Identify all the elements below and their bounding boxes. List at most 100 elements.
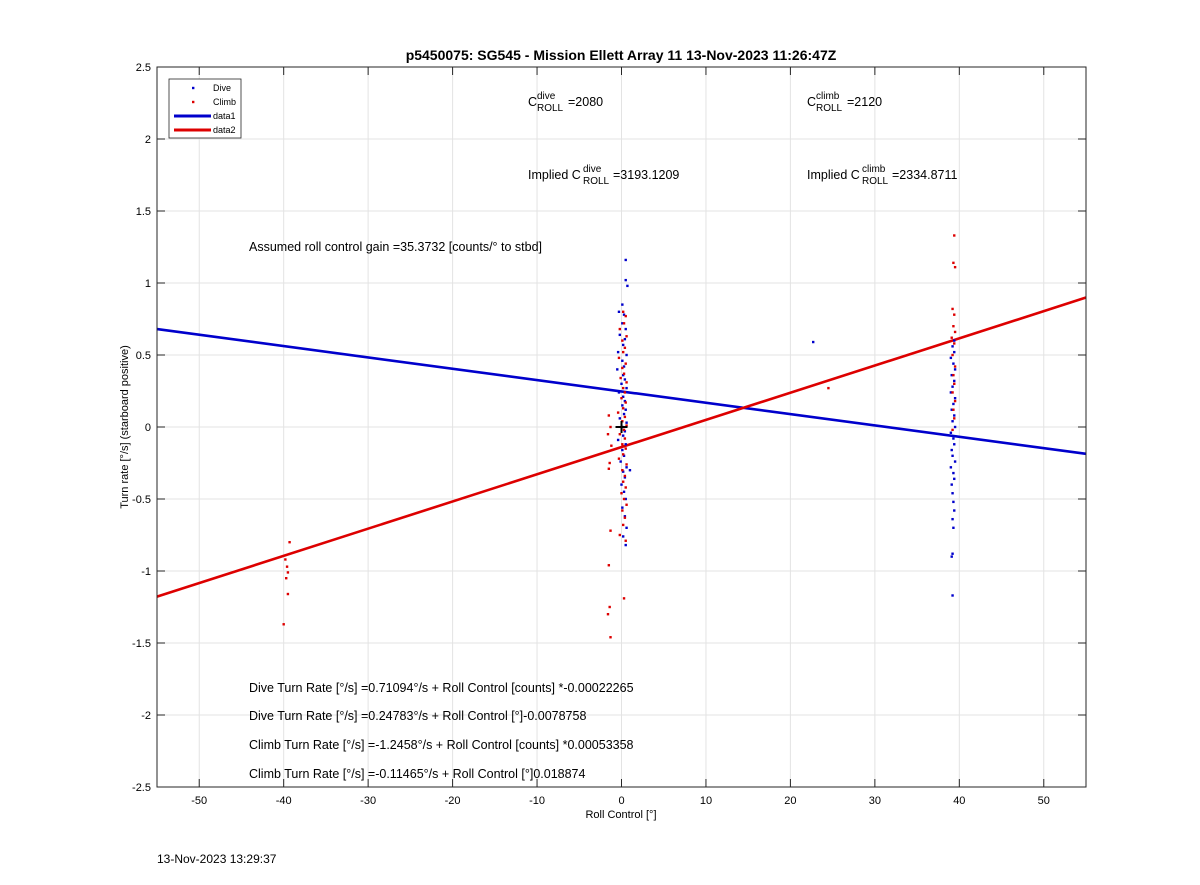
c-roll-climb-value: =2120: [847, 95, 882, 109]
climb-point: [282, 623, 285, 626]
dive-point: [623, 515, 627, 518]
dive-point: [624, 258, 627, 262]
climb-point: [609, 636, 612, 639]
dive-point: [951, 594, 954, 597]
climb-point: [621, 480, 625, 483]
climb-point: [621, 339, 624, 342]
x-tick-label: 50: [1038, 795, 1050, 807]
dive-point: [949, 466, 953, 469]
equation-climb-counts: Climb Turn Rate [°/s] =-1.2458°/s + Roll…: [249, 738, 634, 752]
dive-point: [952, 437, 955, 440]
climb-point: [953, 313, 956, 316]
climb-point: [950, 336, 953, 339]
legend-box: [168, 78, 242, 139]
dive-point: [626, 284, 629, 288]
dive-point: [621, 322, 624, 325]
dive-point: [616, 368, 619, 371]
chart-title: p5450075: SG545 - Mission Ellett Array 1…: [406, 47, 837, 63]
dive-point: [950, 373, 953, 377]
climb-point: [951, 353, 954, 357]
climb-point: [608, 461, 611, 465]
x-tick-label: -40: [276, 795, 292, 807]
dive-point: [617, 310, 621, 313]
climb-point: [621, 366, 624, 370]
y-tick-label: -1.5: [132, 638, 151, 650]
climb-point: [953, 234, 956, 237]
y-tick-label: -1: [141, 566, 151, 578]
dive-point: [621, 343, 625, 347]
dive-point: [623, 337, 627, 341]
climb-point: [623, 415, 627, 419]
climb-point: [618, 433, 622, 436]
climb-point: [953, 399, 957, 403]
implied-climb-value: =2334.8711: [892, 168, 958, 182]
climb-point: [285, 565, 289, 568]
climb-point: [284, 558, 287, 561]
dive-point: [951, 552, 954, 555]
dive-point: [621, 395, 625, 398]
dive-point: [622, 365, 626, 368]
dive-point: [625, 386, 628, 390]
y-axis-label: Turn rate [°/s] (starboard positive): [119, 345, 131, 509]
legend-label-data1: data1: [213, 111, 236, 121]
fit-lines: [156, 296, 1087, 598]
dive-point: [623, 476, 627, 479]
x-tick-label: -30: [360, 795, 376, 807]
climb-point: [621, 386, 625, 390]
climb-point: [288, 541, 291, 544]
x-axis-label: Roll Control [°]: [585, 809, 656, 821]
climb-point: [609, 425, 612, 429]
dive-point: [951, 385, 954, 388]
climb-point: [286, 571, 290, 574]
climb-point: [952, 261, 955, 265]
y-tick-label: 2: [145, 134, 151, 146]
dive-point: [624, 443, 627, 446]
gain-annotation: Assumed roll control gain =35.3732 [coun…: [249, 240, 542, 254]
dive-point: [624, 497, 627, 501]
dive-point: [621, 303, 624, 306]
legend-label-climb: Climb: [213, 97, 236, 107]
climb-point: [622, 597, 626, 600]
climb-point: [621, 443, 624, 446]
climb-point: [606, 613, 610, 616]
climb-point: [623, 516, 627, 519]
y-tick-label: -2.5: [132, 782, 151, 794]
dive-point: [951, 420, 954, 423]
climb-point: [623, 474, 627, 478]
y-tick-label: 1.5: [136, 206, 151, 218]
climb-point: [620, 397, 623, 400]
climb-point: [621, 453, 625, 456]
y-tick-label: -2: [141, 710, 151, 722]
dive-point: [624, 327, 627, 331]
climb-point: [621, 509, 624, 512]
dive-point: [621, 506, 624, 509]
data1-line: [156, 327, 1087, 456]
dive-point: [621, 373, 625, 377]
climb-point: [619, 376, 622, 380]
dive-point: [621, 434, 625, 437]
climb-point: [625, 503, 628, 506]
climb-point: [618, 533, 622, 537]
dive-point: [622, 313, 626, 316]
dive-point: [622, 412, 626, 416]
legend-label-dive: Dive: [213, 83, 231, 93]
x-tick-labels: -50 -40 -30 -20 -10 0 10 20 30 40 50: [191, 795, 1050, 807]
dive-point: [951, 517, 954, 521]
implied-dive-sup: dive: [583, 164, 602, 175]
x-tick-label: 30: [869, 795, 881, 807]
dive-point: [952, 402, 955, 406]
climb-point: [953, 365, 957, 368]
climb-point: [953, 382, 956, 385]
x-tick-label: 0: [618, 795, 624, 807]
c-roll-dive-annotation: C: [528, 95, 537, 109]
dive-point: [623, 430, 627, 433]
dive-point: [951, 454, 954, 457]
dive-point: [621, 535, 625, 538]
climb-point: [953, 265, 957, 269]
climb-point: [623, 391, 627, 394]
dive-point: [624, 408, 627, 411]
y-tick-label: 1: [145, 278, 151, 290]
dive-point: [952, 362, 955, 365]
x-tick-label: -20: [445, 795, 461, 807]
climb-point: [952, 325, 955, 328]
